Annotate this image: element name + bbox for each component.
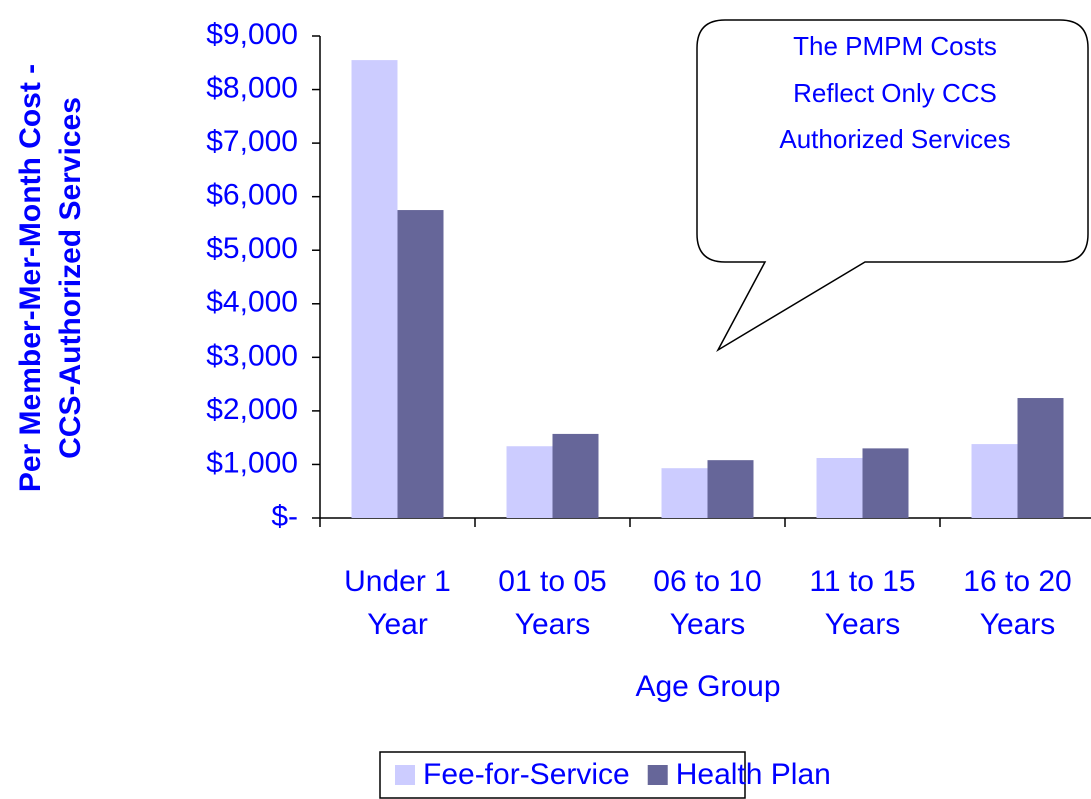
- annotation-line: The PMPM Costs: [793, 31, 997, 61]
- x-tick-label: 11 to 15 Years: [809, 565, 916, 641]
- y-tick-label: $1,000: [206, 446, 298, 479]
- y-tick-label: $9,000: [206, 18, 298, 51]
- y-tick-label: $3,000: [206, 339, 298, 372]
- annotation-line: Reflect Only CCS: [793, 78, 997, 108]
- y-tick-label: $8,000: [206, 71, 298, 104]
- y-tick-label: $7,000: [206, 125, 298, 158]
- y-tick-label: $6,000: [206, 179, 298, 212]
- bar: [862, 448, 909, 518]
- legend-label: Fee-for-Service: [423, 758, 630, 791]
- legend-swatch: [647, 765, 668, 785]
- legend-box: [379, 751, 746, 799]
- bar: [707, 460, 754, 518]
- x-tick-label: 01 to 05 Years: [498, 565, 607, 641]
- x-axis-title: Age Group: [635, 670, 780, 703]
- y-axis-title: Per Member-Mer-Month Cost - CCS-Authoriz…: [14, 64, 87, 492]
- y-axis-title-line: Per Member-Mer-Month Cost -: [14, 64, 47, 492]
- annotation-line: Authorized Services: [779, 124, 1010, 154]
- y-tick-label: $2,000: [206, 393, 298, 426]
- bar: [506, 446, 553, 518]
- bar: [816, 458, 863, 518]
- bar: [661, 468, 708, 518]
- bar: [552, 433, 599, 518]
- callout: [696, 19, 1089, 353]
- x-tick-label: 16 to 20 Years: [963, 565, 1072, 641]
- bar: [971, 444, 1018, 518]
- y-tick-label: $5,000: [206, 232, 298, 265]
- bar: [1017, 398, 1064, 518]
- y-tick-label: $-: [271, 500, 298, 533]
- y-tick-label: $4,000: [206, 286, 298, 319]
- bar: [351, 60, 398, 518]
- bar: [397, 210, 444, 519]
- legend-label: Health Plan: [676, 758, 831, 791]
- legend-swatch: [395, 765, 415, 785]
- x-tick-label: 06 to 10 Years: [653, 565, 762, 641]
- x-tick-label: Under 1 Year: [344, 565, 451, 641]
- y-axis-title-line: CCS-Authorized Services: [54, 97, 87, 459]
